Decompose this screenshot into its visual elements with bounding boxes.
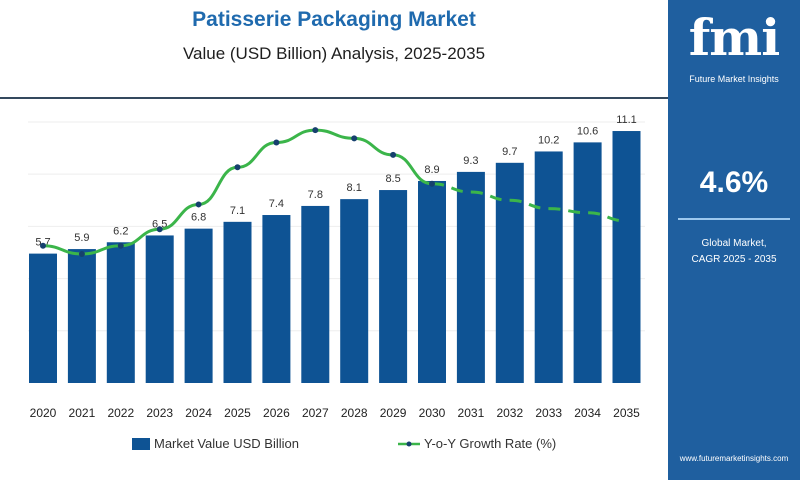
growth-point-2021 (78, 251, 85, 257)
bar-value-label: 10.6 (577, 125, 598, 137)
bar-2033 (534, 151, 563, 383)
x-tick-label: 2020 (30, 406, 57, 420)
cagr-divider (678, 218, 790, 220)
cagr-value: 4.6% (699, 166, 769, 199)
bar-2030 (418, 180, 446, 383)
x-tick-label: 2032 (496, 406, 523, 420)
legend-label: Market Value USD Billion (154, 436, 299, 451)
fmi-logo: fmi (688, 8, 780, 67)
chart-title: Patisserie Packaging Market (192, 8, 476, 31)
bar-value-label: 6.8 (191, 212, 206, 224)
logo-text: Future Market Insights (689, 74, 779, 84)
bar-2031 (456, 171, 485, 383)
x-tick-label: 2027 (302, 406, 329, 420)
bar-value-label: 7.1 (230, 205, 245, 217)
growth-point-2022 (117, 242, 124, 249)
legend-bar-swatch (132, 437, 150, 450)
bar-value-label: 10.2 (538, 134, 559, 146)
x-tick-label: 2024 (185, 406, 212, 420)
bar-2029 (379, 190, 408, 383)
chart: 5.720205.920216.220226.520236.820247.120… (28, 114, 645, 420)
header-divider (0, 97, 668, 99)
bar-2020 (29, 253, 57, 383)
bar-2032 (495, 162, 524, 383)
growth-point-2030 (429, 180, 435, 187)
legend-label: Y-o-Y Growth Rate (%) (424, 436, 557, 451)
chart-subtitle: Value (USD Billion) Analysis, 2025-2035 (182, 44, 486, 63)
growth-point-2029 (390, 151, 397, 158)
bar-value-label: 9.3 (463, 155, 478, 167)
growth-point-2026 (273, 139, 280, 146)
x-tick-label: 2023 (146, 406, 173, 420)
x-tick-label: 2025 (224, 406, 251, 420)
bar-value-label: 9.7 (502, 146, 517, 158)
x-tick-label: 2035 (613, 406, 640, 420)
x-tick-label: 2022 (107, 406, 134, 420)
bar-2025 (223, 221, 252, 383)
x-tick-label: 2026 (263, 406, 290, 420)
x-tick-label: 2034 (574, 406, 601, 420)
side-panel: fmi Future Market Insights 4.6% Global M… (668, 0, 800, 480)
growth-point-2027 (312, 127, 319, 134)
cagr-label-line-1: Global Market, (701, 238, 767, 249)
bar-2026 (262, 215, 291, 383)
growth-line-dashed (431, 182, 627, 223)
bar-2024 (184, 228, 213, 383)
bar-value-label: 8.9 (424, 164, 439, 176)
website-link[interactable]: www.futuremarketinsights.com (679, 454, 789, 463)
bar-2034 (573, 142, 602, 383)
bar-2022 (106, 242, 135, 383)
cagr-label-line-2: CAGR 2025 - 2035 (691, 254, 777, 265)
growth-point-2020 (40, 242, 46, 249)
bar-value-label: 7.4 (269, 198, 284, 210)
x-tick-label: 2029 (380, 406, 407, 420)
growth-point-2025 (234, 164, 241, 171)
growth-point-2023 (156, 226, 163, 233)
bar-value-label: 11.1 (616, 114, 637, 126)
x-tick-label: 2033 (535, 406, 562, 420)
legend-line-swatch (398, 441, 420, 446)
x-tick-label: 2030 (419, 406, 446, 420)
bar-value-label: 7.8 (308, 189, 323, 201)
legend-item-growth-rate: Y-o-Y Growth Rate (%) (398, 436, 556, 451)
bar-2035 (612, 131, 641, 383)
x-tick-label: 2028 (341, 406, 368, 420)
bar-value-label: 5.9 (74, 232, 89, 244)
bar-2023 (145, 235, 174, 383)
growth-point-2024 (195, 201, 202, 208)
bar-value-label: 8.5 (385, 173, 400, 185)
bar-2021 (67, 249, 96, 383)
cagr-label: Global Market, CAGR 2025 - 2035 (668, 236, 800, 268)
bar-2027 (301, 205, 330, 383)
x-tick-label: 2021 (69, 406, 96, 420)
growth-point-2028 (351, 135, 358, 142)
bar-value-label: 6.2 (113, 225, 128, 237)
legend-item-market-value: Market Value USD Billion (132, 436, 299, 451)
x-tick-label: 2031 (458, 406, 485, 420)
bar-value-label: 8.1 (347, 182, 362, 194)
bar-2028 (340, 199, 369, 383)
